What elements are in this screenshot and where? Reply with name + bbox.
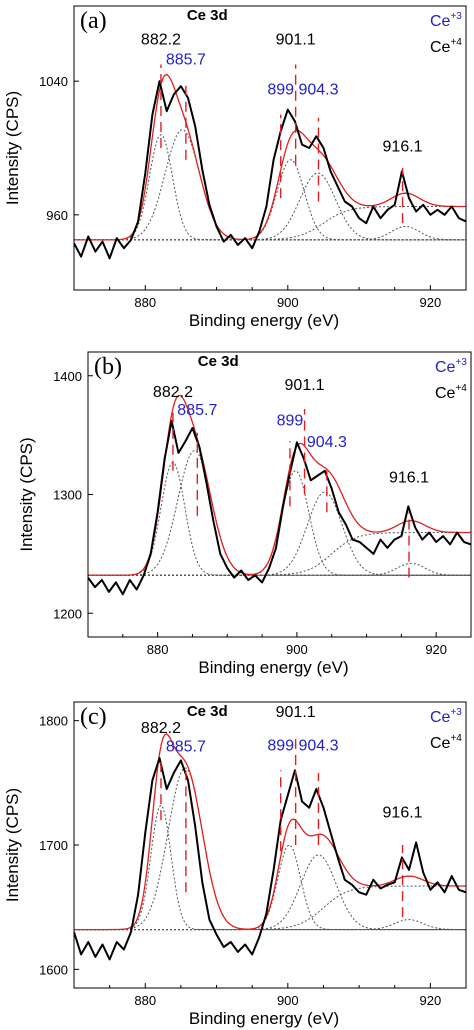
peak-annotation-5: 904.3: [298, 737, 338, 754]
y-tick-label-2: 1700: [39, 838, 68, 853]
chart-title: Ce 3d: [198, 353, 239, 370]
peak-annotation-2: 885.7: [166, 739, 206, 756]
y-tick-label-3: 1400: [53, 369, 82, 384]
legend-entry-1: Ce+3: [430, 11, 462, 30]
component-peak-5: [88, 562, 471, 576]
plot-area: [74, 733, 466, 961]
x-tick-label-3: 920: [420, 993, 442, 1008]
peak-annotation-4: 899: [277, 413, 304, 430]
legend-entry-1: Ce+3: [435, 357, 467, 376]
y-tick-label-1: 960: [46, 208, 68, 223]
legend-entry-1: Ce+3: [430, 707, 462, 726]
chart-title: Ce 3d: [187, 703, 228, 720]
y-axis-label: Intensity (CPS): [3, 788, 22, 902]
component-peak-2: [88, 450, 471, 576]
plot-area: [88, 394, 471, 596]
peak-annotation-3: 901.1: [276, 704, 316, 721]
chart-title: Ce 3d: [187, 7, 228, 24]
peak-annotation-3: 901.1: [276, 31, 316, 48]
x-axis-label: Binding energy (eV): [189, 311, 339, 330]
peak-annotation-4: 899: [267, 737, 294, 754]
raw-spectrum-line: [74, 757, 466, 961]
peak-annotation-6: 916.1: [383, 805, 423, 822]
peak-annotation-3: 901.1: [285, 377, 325, 394]
chart-panel-2: 880 900 920 1200 1300 1400 Binding energy (eV)…: [17, 351, 472, 677]
raw-spectrum-line: [74, 80, 466, 260]
peak-annotation-1: 882.2: [141, 31, 181, 48]
y-tick-label-1: 1600: [39, 962, 68, 977]
peak-annotation-6: 916.1: [383, 138, 423, 155]
panel-label: (c): [80, 704, 107, 730]
x-axis-label: Binding energy (eV): [198, 658, 348, 677]
x-tick-label-3: 920: [425, 642, 447, 657]
legend-entry-2: Ce+4: [430, 733, 462, 752]
chart-panel-3: 880 900 920 1600 1700 1800 Binding energy (eV)…: [3, 701, 467, 1028]
background-step: [74, 885, 466, 931]
y-tick-label-3: 1800: [39, 714, 68, 729]
peak-annotation-6: 916.1: [389, 470, 429, 487]
y-axis-label: Intensity (CPS): [3, 91, 22, 205]
x-tick-label-1: 880: [134, 295, 156, 310]
panel-label: (a): [80, 8, 107, 34]
panel-label: (b): [94, 354, 122, 380]
legend-entry-2: Ce+4: [435, 383, 467, 402]
chart-panel-1: 880 900 920 960 1040 Binding energy (eV) Inten…: [3, 5, 467, 330]
plot-frame: [73, 5, 467, 291]
peak-annotation-2: 885.7: [166, 51, 206, 68]
peak-annotation-1: 882.2: [153, 384, 193, 401]
y-tick-label-2: 1300: [53, 488, 82, 503]
x-axis-label: Binding energy (eV): [189, 1009, 339, 1028]
component-peak-3: [74, 159, 466, 241]
x-tick-label-2: 900: [277, 295, 299, 310]
peak-annotation-4: 899: [267, 82, 294, 99]
x-tick-label-2: 900: [286, 642, 308, 657]
x-tick-label-1: 880: [147, 642, 169, 657]
legend-entry-2: Ce+4: [430, 37, 462, 56]
peak-annotation-2: 885.7: [177, 402, 217, 419]
y-tick-label-2: 1040: [39, 74, 68, 89]
x-tick-label-3: 920: [420, 295, 442, 310]
plot-area: [74, 64, 466, 260]
raw-spectrum-line: [88, 419, 471, 596]
plot-frame: [87, 351, 472, 638]
component-peak-4: [88, 491, 471, 576]
background-step: [74, 206, 466, 241]
x-tick-label-2: 900: [277, 993, 299, 1008]
peak-annotation-5: 904.3: [298, 82, 338, 99]
peak-annotation-5: 904.3: [307, 434, 347, 451]
y-axis-label: Intensity (CPS): [17, 437, 36, 551]
x-tick-label-1: 880: [134, 993, 156, 1008]
fit-envelope-line: [74, 733, 466, 931]
y-tick-label-1: 1200: [53, 606, 82, 621]
peak-annotation-1: 882.2: [141, 720, 181, 737]
